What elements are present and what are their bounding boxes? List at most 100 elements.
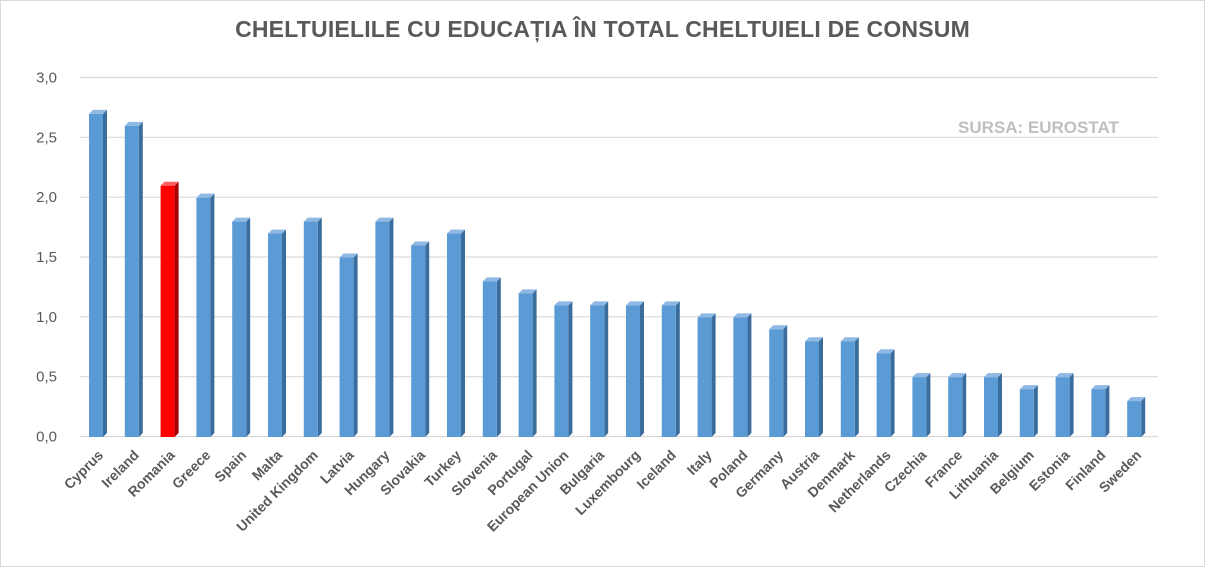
bar-side	[282, 229, 286, 437]
bar-side	[425, 241, 430, 437]
bar-top	[1055, 373, 1074, 378]
bar	[805, 337, 823, 437]
y-tick-label: 2,5	[36, 129, 57, 146]
bar-side	[675, 301, 680, 437]
bar-side	[174, 181, 179, 437]
bar	[339, 253, 358, 437]
bar-front	[447, 233, 461, 437]
bar-front	[196, 197, 211, 437]
bar-front	[554, 305, 569, 437]
bar	[697, 313, 716, 437]
bar	[1019, 385, 1038, 437]
bar-top	[303, 217, 322, 222]
bar	[232, 217, 251, 437]
bar-front	[948, 377, 963, 437]
bar-front	[626, 305, 640, 437]
bar-top	[482, 277, 501, 282]
y-tick-label: 0,0	[36, 429, 57, 446]
x-tick-label: Iceland	[633, 447, 678, 492]
bar-front	[303, 221, 318, 437]
y-tick-label: 0,5	[36, 369, 57, 386]
y-tick-label: 1,0	[36, 309, 57, 326]
bar-top	[339, 253, 358, 258]
bar-top	[840, 337, 859, 342]
bar-front	[805, 341, 819, 437]
bar-front	[876, 353, 891, 437]
bar-top	[733, 313, 752, 318]
bar-side	[210, 193, 215, 437]
bar-side	[783, 325, 788, 437]
x-tick-label: Cyprus	[61, 447, 107, 493]
bar-front	[1055, 377, 1070, 437]
y-axis-ticks: 0,0 0,5 1,0 1,5 2,0 2,5 3,0	[36, 70, 57, 446]
bar-side	[1141, 397, 1146, 437]
bar-front	[697, 317, 712, 437]
bar-top	[160, 181, 179, 186]
bar	[160, 181, 179, 437]
bar-side	[962, 373, 967, 437]
bar	[1127, 397, 1146, 437]
bar	[876, 349, 895, 437]
x-tick-label: Greece	[169, 447, 214, 492]
bar-side	[890, 349, 895, 437]
bar-side	[1105, 385, 1110, 437]
bar	[626, 301, 644, 437]
bar-side	[138, 121, 143, 437]
bar-front	[769, 329, 784, 437]
bar-top	[447, 229, 465, 234]
bar-top	[984, 373, 1002, 378]
bar-side	[103, 109, 107, 438]
bar-side	[1033, 385, 1038, 437]
bar-front	[1127, 401, 1142, 437]
bar-front	[482, 281, 497, 437]
bar-front	[912, 377, 927, 437]
bar	[411, 241, 430, 437]
bar-front	[661, 305, 676, 437]
bar	[303, 217, 322, 437]
bar-top	[375, 217, 394, 222]
bar-top	[626, 301, 644, 306]
bar-side	[854, 337, 859, 437]
bar-front	[375, 221, 390, 437]
x-tick-label: Italy	[684, 447, 715, 478]
bar	[268, 229, 286, 437]
bar-side	[246, 217, 251, 437]
bar-top	[912, 373, 931, 378]
bar	[196, 193, 215, 437]
bar-top	[124, 121, 143, 126]
source-annotation: SURSA: EUROSTAT	[958, 118, 1119, 137]
bar-front	[89, 113, 103, 438]
bar-top	[89, 109, 107, 114]
bar-front	[124, 125, 139, 437]
bar	[447, 229, 465, 437]
bar	[375, 217, 394, 437]
bar-front	[339, 257, 354, 437]
grid-lines	[80, 76, 1158, 438]
chart-title: CHELTUIELILE CU EDUCAȚIA ÎN TOTAL CHELTU…	[235, 16, 970, 42]
bar	[912, 373, 931, 437]
y-tick-label: 1,5	[36, 249, 57, 266]
bar	[733, 313, 752, 437]
bar	[984, 373, 1002, 437]
bar-top	[268, 229, 286, 234]
x-tick-label: Spain	[211, 447, 249, 485]
bar-side	[353, 253, 358, 437]
bar-front	[268, 233, 282, 437]
bar-side	[317, 217, 322, 437]
bar-top	[697, 313, 716, 318]
y-tick-label: 2,0	[36, 189, 57, 206]
bars	[89, 109, 1146, 438]
bar-side	[926, 373, 931, 437]
bar	[1055, 373, 1074, 437]
y-tick-label: 3,0	[36, 70, 57, 87]
bar-front	[733, 317, 748, 437]
bar	[948, 373, 967, 437]
bar-top	[805, 337, 823, 342]
bar-top	[590, 301, 609, 306]
bar-top	[554, 301, 573, 306]
bar-side	[819, 337, 823, 437]
bar-front	[518, 293, 533, 437]
bar-front	[411, 245, 426, 437]
